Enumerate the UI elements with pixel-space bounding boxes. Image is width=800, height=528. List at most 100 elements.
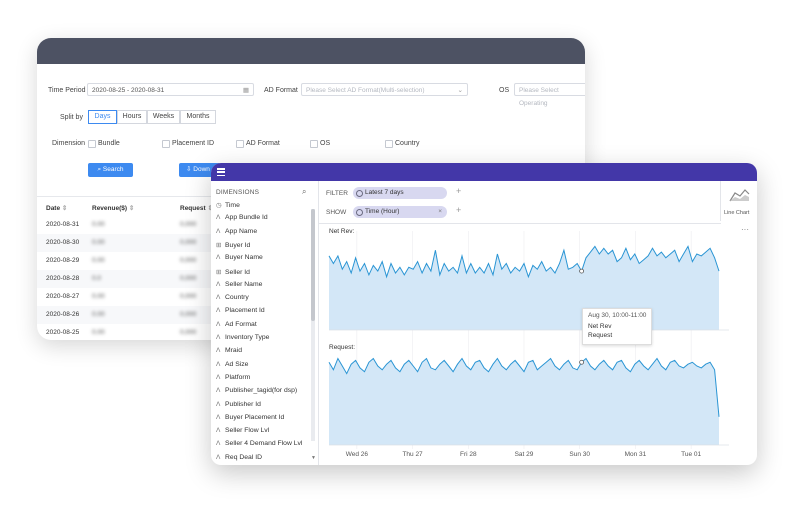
dimension-item[interactable]: Λ Placement Id xyxy=(216,307,265,314)
column-header-revenue[interactable]: Revenue($) ⇕ xyxy=(92,204,134,212)
show-label: SHOW xyxy=(326,209,347,216)
chevron-down-icon: ⌄ xyxy=(457,87,463,94)
sidebar-scrollbar[interactable] xyxy=(311,209,315,441)
show-pill[interactable]: Time (Hour) × xyxy=(353,206,447,218)
row-date: 2020-08-25 xyxy=(46,329,80,336)
row-revenue: 0.00 xyxy=(92,329,105,336)
text-icon: Λ xyxy=(216,280,221,288)
close-icon[interactable]: × xyxy=(438,208,442,215)
request-chart-title: Request: xyxy=(329,344,356,351)
text-icon: Λ xyxy=(216,227,221,235)
split-months-button[interactable]: Months xyxy=(180,110,216,124)
dimension-item[interactable]: Λ Req Deal ID xyxy=(216,454,262,461)
split-days-button[interactable]: Days xyxy=(88,110,117,124)
dimension-item[interactable]: Λ Seller Flow Lvl xyxy=(216,427,269,434)
hash-icon: ⊞ xyxy=(216,241,222,249)
dimension-item[interactable]: Λ Ad Size xyxy=(216,361,248,368)
filter-pill[interactable]: Latest 7 days xyxy=(353,187,447,199)
scroll-down-icon[interactable]: ▼ xyxy=(311,455,316,461)
column-header-date-label: Date xyxy=(46,205,61,212)
dimension-item[interactable]: Λ Buyer Name xyxy=(216,254,263,261)
text-icon: Λ xyxy=(216,387,221,395)
clock-icon xyxy=(356,208,363,216)
dimensions-header: DIMENSIONS xyxy=(216,189,260,196)
row-revenue: 0.00 xyxy=(92,293,105,300)
dimension-item[interactable]: Λ Publisher Id xyxy=(216,401,261,408)
filter-label: FILTER xyxy=(326,190,348,197)
search-icon: ⌕ xyxy=(97,166,102,173)
dimension-item[interactable]: Λ Buyer Placement Id xyxy=(216,414,284,421)
table-row: 2020-08-27 0.00 0,000 xyxy=(37,288,585,306)
dimension-item[interactable]: Λ Mraid xyxy=(216,347,242,354)
text-icon: Λ xyxy=(216,373,221,381)
dimension-item[interactable]: Λ App Name xyxy=(216,228,257,235)
dimension-item[interactable]: Λ Seller Name xyxy=(216,281,262,288)
split-weeks-button[interactable]: Weeks xyxy=(147,110,180,124)
search-button[interactable]: ⌕ Search xyxy=(88,163,133,177)
add-show-icon[interactable]: + xyxy=(456,205,462,215)
dimension-item[interactable]: Λ Ad Format xyxy=(216,321,257,328)
text-icon: Λ xyxy=(216,254,221,262)
chart-type-button[interactable]: Line Chart xyxy=(720,181,757,221)
sort-icon: ⇕ xyxy=(61,205,68,212)
dimension-item[interactable]: Λ App Bundle Id xyxy=(216,214,268,221)
x-tick-label: Thu 27 xyxy=(402,451,423,458)
scrollbar-thumb[interactable] xyxy=(311,209,315,321)
dimension-item[interactable]: ◷ Time xyxy=(216,201,240,209)
column-header-request[interactable]: Request ⇕ xyxy=(180,204,213,212)
hash-icon: ⊞ xyxy=(216,268,222,276)
hover-point xyxy=(579,359,585,365)
dimension-item-label: Seller Flow Lvl xyxy=(225,427,270,435)
x-tick-label: Sun 30 xyxy=(569,451,590,458)
dimension-item[interactable]: Λ Inventory Type xyxy=(216,334,269,341)
dimension-label: Dimension xyxy=(52,140,86,147)
row-request: 0,000 xyxy=(180,239,197,246)
dimension-item-label: Seller 4 Demand Flow Lvl xyxy=(225,440,303,448)
text-icon: Λ xyxy=(216,307,221,315)
bundle-checkbox[interactable] xyxy=(88,140,96,148)
os-select[interactable]: Please Select Operating xyxy=(514,83,585,107)
row-date: 2020-08-28 xyxy=(46,275,80,282)
os-placeholder: Please Select Operating xyxy=(519,87,559,107)
os-checkbox[interactable] xyxy=(310,140,318,148)
placement-id-checkbox[interactable] xyxy=(162,140,170,148)
net-rev-chart-title: Net Rev: xyxy=(329,228,355,235)
row-revenue: 0.00 xyxy=(92,257,105,264)
dimension-item[interactable]: ⊞ Buyer Id xyxy=(216,241,250,249)
x-tick-label: Wed 26 xyxy=(346,451,369,458)
country-checkbox[interactable] xyxy=(385,140,393,148)
clock-icon: ◷ xyxy=(216,202,222,209)
download-button-label: Down xyxy=(193,166,210,173)
column-header-date[interactable]: Date ⇕ xyxy=(46,204,67,212)
ad-format-checkbox[interactable] xyxy=(236,140,244,148)
menu-icon[interactable] xyxy=(217,168,225,177)
row-request: 0,000 xyxy=(180,311,197,318)
split-hours-button[interactable]: Hours xyxy=(117,110,147,124)
os-label: OS xyxy=(499,87,510,94)
row-revenue: 0.00 xyxy=(92,311,105,318)
country-checkbox-label: Country xyxy=(395,140,420,147)
dimension-item-label: Placement Id xyxy=(225,307,265,315)
show-pill-label: Time (Hour) xyxy=(365,208,400,215)
dimensions-sidebar: DIMENSIONS ⌕ ◷ Time Λ App Bundle Id Λ App Nam… xyxy=(211,181,319,465)
controls-divider xyxy=(319,223,721,224)
filter-pill-label: Latest 7 days xyxy=(365,189,404,196)
ad-format-select[interactable]: Please Select AD Format(Multi-selection)… xyxy=(301,83,468,96)
dimension-item[interactable]: Λ Publisher_tagid(for dsp) xyxy=(216,387,297,394)
dimension-item[interactable]: Λ Platform xyxy=(216,374,250,381)
dimension-item-label: Req Deal ID xyxy=(225,453,263,461)
bundle-checkbox-label: Bundle xyxy=(98,140,120,147)
dimension-item[interactable]: ⊞ Seller Id xyxy=(216,268,250,276)
hover-point xyxy=(579,268,585,274)
line-chart-icon xyxy=(729,189,750,202)
search-icon[interactable]: ⌕ xyxy=(302,187,307,196)
dimension-item-label: Platform xyxy=(225,373,251,381)
table-row: 2020-08-31 0.00 0,000 xyxy=(37,216,585,234)
time-series-charts[interactable]: Wed 26 Thu 27 Fri 28 Sat 29 Sun 30 Mon 31 Tue … xyxy=(319,223,757,465)
more-options-icon[interactable]: ··· xyxy=(741,225,749,234)
dimension-item[interactable]: Λ Seller 4 Demand Flow Lvl xyxy=(216,440,302,447)
add-filter-icon[interactable]: + xyxy=(456,186,462,196)
dimension-item[interactable]: Λ Country xyxy=(216,294,249,301)
time-period-input[interactable]: 2020-08-25 - 2020-08-31 ▦ xyxy=(87,83,254,96)
sort-icon: ⇕ xyxy=(207,205,212,212)
